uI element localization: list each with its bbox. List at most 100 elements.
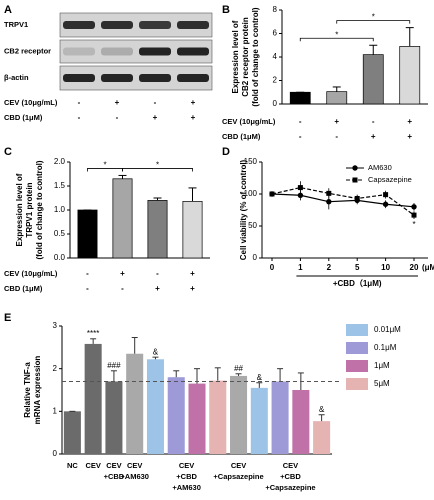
y-axis-label: (fold of change to control)	[35, 160, 44, 259]
bar	[167, 377, 185, 454]
bar	[362, 54, 384, 105]
blot-band	[177, 47, 209, 56]
bar	[146, 359, 164, 454]
panel-label: C	[4, 146, 12, 158]
treatment-label: CEV (10μg/mL)	[4, 269, 58, 278]
blot-band	[101, 21, 133, 29]
bar	[250, 387, 268, 454]
point	[269, 191, 275, 197]
y-axis-label: mRNA expression	[33, 356, 42, 425]
significance-bracket	[299, 37, 374, 42]
blot-band	[63, 74, 95, 82]
panel-label: D	[222, 146, 230, 158]
series-line	[271, 186, 415, 216]
bar	[209, 380, 227, 454]
group-label: +AM630	[120, 472, 149, 481]
treatment-sign: +	[120, 269, 125, 278]
treatment-sign: -	[299, 117, 302, 126]
bar	[399, 46, 421, 105]
x-tick-label: 5	[355, 263, 360, 272]
treatment-sign: +	[190, 269, 195, 278]
y-tick-label: 1.5	[54, 181, 66, 190]
legend-label: AM630	[368, 163, 392, 172]
legend-label: 0.1μM	[374, 343, 397, 352]
treatment-sign: +	[191, 113, 196, 122]
annotation: ###	[107, 361, 121, 370]
y-tick-label: 0	[273, 99, 278, 108]
y-axis-label: (fold of change to control)	[251, 7, 260, 106]
y-axis-label: CB2 receptor protein	[241, 17, 250, 97]
y-tick-label: 8	[273, 5, 278, 14]
significance-label: *	[156, 161, 159, 170]
point	[411, 204, 417, 210]
y-tick-label: 100	[244, 189, 258, 198]
legend-swatch	[346, 360, 368, 372]
legend-swatch	[346, 342, 368, 354]
bar	[182, 201, 203, 259]
group-label: CEV	[106, 461, 121, 470]
blot-band	[139, 21, 171, 29]
treatment-sign: -	[156, 269, 159, 278]
bar	[84, 343, 102, 454]
y-tick-label: 3	[53, 321, 58, 330]
bar	[77, 209, 98, 259]
treatment-sign: -	[86, 284, 89, 293]
x-tick-label: 0	[270, 263, 275, 272]
point	[382, 201, 389, 207]
bar	[230, 375, 248, 454]
point	[297, 185, 303, 191]
group-label: CEV	[85, 461, 100, 470]
treatment-sign: +	[191, 98, 196, 107]
significance-bracket	[336, 20, 411, 24]
bar	[63, 411, 81, 454]
blot-row-label: CB2 receptor	[4, 46, 51, 55]
y-axis-label: Relative TNF-a	[23, 362, 32, 418]
group-label: NC	[67, 461, 78, 470]
x-tick-label: 20	[410, 263, 419, 272]
legend-marker	[352, 165, 358, 171]
group-label: CEV	[127, 461, 142, 470]
treatment-sign: -	[116, 113, 119, 122]
group-label: +CBD	[104, 472, 125, 481]
significance-label: *	[372, 13, 375, 22]
annotation: &	[319, 405, 325, 414]
blot-band	[139, 47, 171, 56]
blot-band	[101, 47, 133, 56]
treatment-sign: +	[190, 284, 195, 293]
bar	[188, 383, 206, 454]
x-tick-label: 2	[327, 263, 332, 272]
significance-bracket	[122, 168, 193, 172]
point	[326, 190, 332, 196]
group-label: CEV	[179, 461, 194, 470]
y-tick-label: 6	[273, 29, 278, 38]
treatment-sign: -	[121, 284, 124, 293]
bar	[313, 421, 331, 454]
annotation: ##	[234, 364, 243, 373]
blot-band	[101, 74, 133, 82]
treatment-sign: -	[78, 113, 81, 122]
annotation: &	[257, 373, 263, 382]
bar	[112, 178, 133, 259]
y-tick-label: 2	[53, 364, 58, 373]
legend-label: 1μM	[374, 361, 390, 370]
significance-label: *	[103, 161, 106, 170]
blot-row-label: β-actin	[4, 73, 29, 82]
y-axis-label: Cell viability (% of control)	[239, 159, 248, 260]
bar	[126, 353, 144, 454]
treatment-sign: -	[78, 98, 81, 107]
treatment-sign: -	[154, 98, 157, 107]
treatment-sign: +	[115, 98, 120, 107]
x-axis-label: +CBD（1μM)	[333, 278, 382, 288]
bar	[271, 381, 289, 454]
group-label: +Capsazepine	[213, 472, 263, 481]
point	[326, 198, 332, 205]
bar	[326, 91, 348, 105]
treatment-sign: -	[299, 132, 302, 141]
y-axis-label: TRPV1 protein	[25, 182, 34, 237]
treatment-label: CEV (10μg/mL)	[4, 98, 58, 107]
y-tick-label: 1.0	[54, 205, 66, 214]
treatment-label: CEV (10μg/mL)	[222, 117, 276, 126]
blot-band	[177, 74, 209, 82]
